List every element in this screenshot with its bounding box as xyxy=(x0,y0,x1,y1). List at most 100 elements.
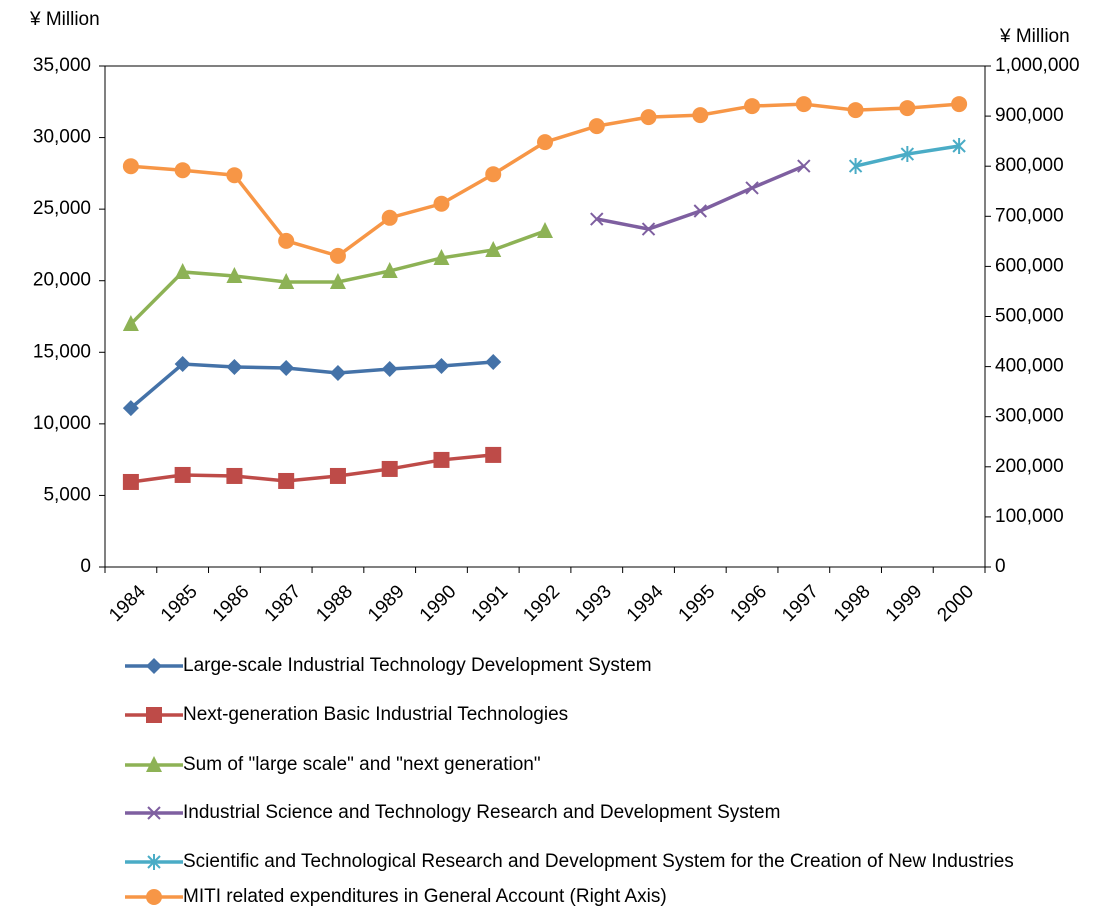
y2-tick-label: 100,000 xyxy=(995,506,1064,527)
marker xyxy=(174,262,191,279)
marker xyxy=(590,212,604,226)
x-tick-label: 1997 xyxy=(778,581,823,626)
x-tick-label: 1996 xyxy=(726,581,771,626)
x-tick-label: 1992 xyxy=(519,581,564,626)
marker xyxy=(147,854,161,870)
x-tick-label: 1987 xyxy=(261,581,306,626)
marker xyxy=(692,107,709,124)
marker xyxy=(329,365,346,382)
y-tick-label: 20,000 xyxy=(33,270,91,291)
x-tick-label: 1995 xyxy=(675,581,720,626)
y-tick-label: 10,000 xyxy=(33,413,91,434)
marker xyxy=(485,240,502,257)
y-tick-label: 25,000 xyxy=(33,198,91,219)
y2-tick-label: 1,000,000 xyxy=(995,55,1080,76)
x-tick-label: 1985 xyxy=(157,581,202,626)
marker xyxy=(537,222,553,239)
marker xyxy=(951,96,968,113)
y2-tick-label: 800,000 xyxy=(995,155,1064,176)
marker xyxy=(744,98,761,115)
marker xyxy=(485,166,502,183)
marker xyxy=(146,889,162,905)
x-tick-label: 1998 xyxy=(830,581,875,626)
y2-tick-label: 0 xyxy=(995,556,1006,577)
x-tick-label: 1984 xyxy=(105,581,150,626)
marker xyxy=(122,314,139,331)
marker xyxy=(278,273,295,290)
legend-label: MITI related expenditures in General Acc… xyxy=(183,886,667,907)
y2-tick-label: 900,000 xyxy=(995,105,1064,126)
marker xyxy=(433,248,450,265)
marker xyxy=(433,451,450,468)
marker xyxy=(174,162,191,179)
y2-tick-label: 600,000 xyxy=(995,255,1064,276)
marker xyxy=(381,460,398,477)
marker xyxy=(899,100,916,117)
marker xyxy=(381,209,398,226)
marker xyxy=(174,466,191,483)
marker xyxy=(122,158,139,175)
marker xyxy=(588,118,605,135)
marker xyxy=(146,658,162,674)
y2-tick-label: 700,000 xyxy=(995,205,1064,226)
marker xyxy=(329,247,346,264)
x-tick-label: 1991 xyxy=(468,581,513,626)
x-tick-label: 1993 xyxy=(571,581,616,626)
marker xyxy=(485,354,502,371)
series-line xyxy=(596,164,805,231)
marker xyxy=(640,109,657,126)
x-tick-label: 1988 xyxy=(312,581,357,626)
marker xyxy=(693,204,708,218)
legend-label: Next-generation Basic Industrial Technol… xyxy=(183,704,569,725)
marker xyxy=(485,446,502,463)
marker xyxy=(952,138,966,155)
y-tick-label: 0 xyxy=(80,556,91,577)
marker xyxy=(381,361,398,378)
x-tick-label: 1989 xyxy=(364,581,409,626)
y2-axis-title: ¥ Million xyxy=(999,26,1070,47)
marker xyxy=(641,222,656,236)
y2-tick-label: 500,000 xyxy=(995,306,1064,327)
series-line xyxy=(130,453,494,484)
marker xyxy=(174,356,191,373)
y2-tick-label: 300,000 xyxy=(995,406,1064,427)
y-tick-label: 15,000 xyxy=(33,341,91,362)
marker xyxy=(122,473,139,490)
marker xyxy=(226,359,243,376)
marker xyxy=(795,96,812,113)
x-tick-label: 1994 xyxy=(623,581,668,626)
marker xyxy=(745,181,759,195)
marker xyxy=(226,167,243,184)
marker xyxy=(847,102,864,119)
series-line xyxy=(129,360,494,410)
y-tick-label: 5,000 xyxy=(43,484,91,505)
marker xyxy=(433,358,450,375)
marker xyxy=(537,134,553,151)
marker xyxy=(278,360,295,377)
marker xyxy=(278,472,295,489)
marker xyxy=(226,467,243,484)
legend-label: Sum of "large scale" and "next generatio… xyxy=(183,754,541,775)
y2-tick-label: 400,000 xyxy=(995,356,1064,377)
marker xyxy=(797,159,811,173)
marker xyxy=(146,756,162,772)
marker xyxy=(146,707,162,723)
y-tick-label: 35,000 xyxy=(33,55,91,76)
marker xyxy=(433,195,450,212)
marker xyxy=(329,467,346,484)
y-tick-label: 30,000 xyxy=(33,127,91,148)
marker xyxy=(278,232,295,249)
x-tick-label: 2000 xyxy=(933,581,978,626)
marker xyxy=(900,146,915,163)
x-tick-label: 1990 xyxy=(416,581,461,626)
y-axis-title: ¥ Million xyxy=(29,9,100,30)
x-tick-label: 1986 xyxy=(209,581,254,626)
marker xyxy=(122,400,139,417)
y2-tick-label: 200,000 xyxy=(995,456,1064,477)
marker xyxy=(848,158,863,175)
legend-label: Scientific and Technological Research an… xyxy=(183,851,1014,872)
x-tick-label: 1999 xyxy=(882,581,927,626)
marker xyxy=(329,273,346,290)
